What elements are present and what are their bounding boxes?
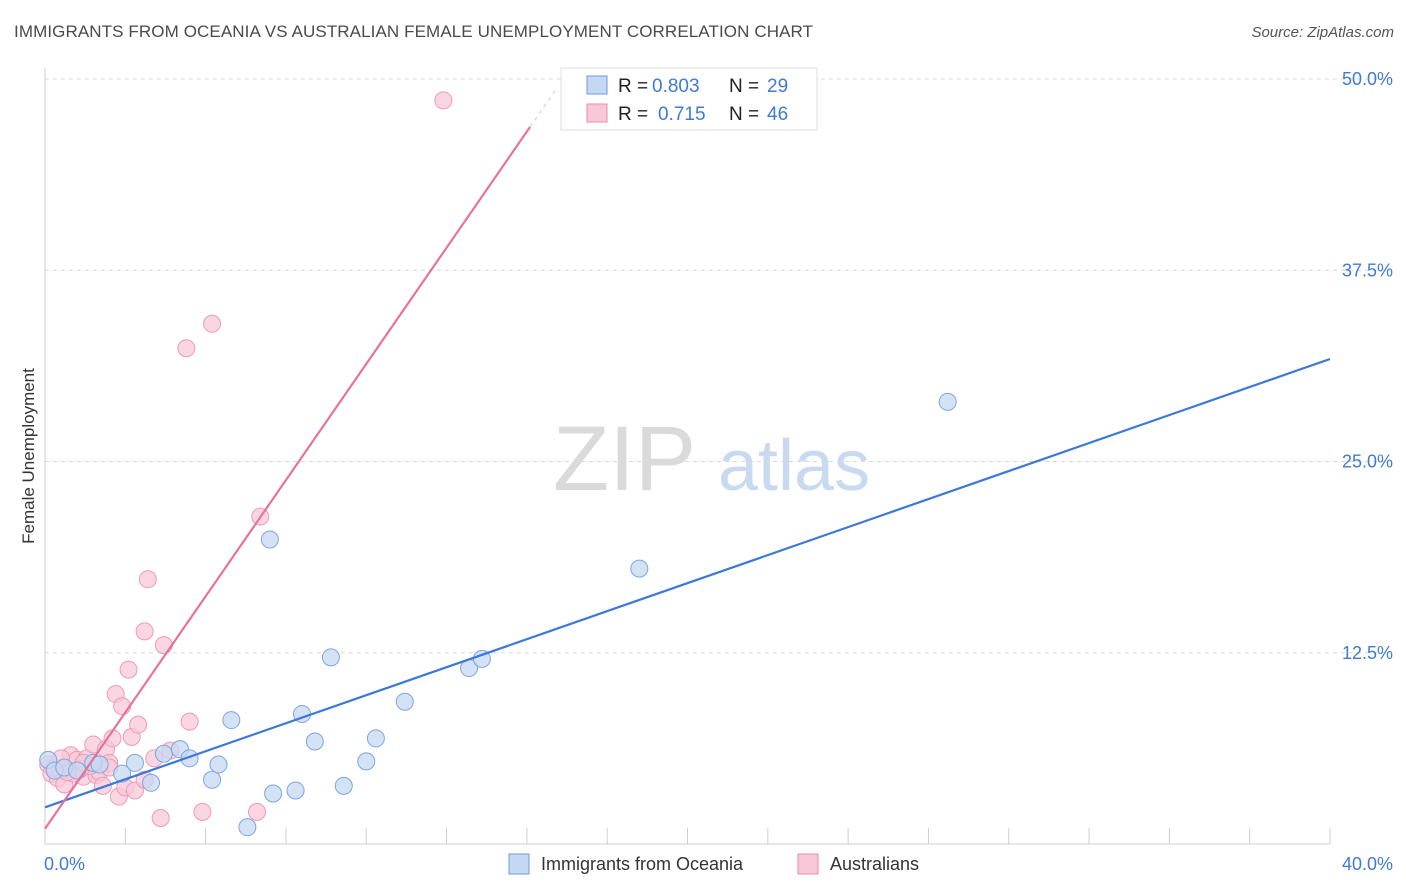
oceania-point — [68, 761, 87, 780]
oceania-point — [938, 392, 957, 411]
oceania-point — [154, 744, 173, 763]
australians-point — [154, 636, 173, 655]
oceania-point — [125, 753, 144, 772]
oceania-point — [203, 770, 222, 789]
x-tick-label: 40.0% — [1342, 854, 1393, 874]
australians-point — [180, 712, 199, 731]
legend-australians-label: Australians — [830, 854, 919, 874]
stats-pink-swatch — [586, 103, 608, 123]
oceania-point — [90, 755, 109, 774]
oceania-point — [321, 648, 340, 667]
oceania-point — [180, 749, 199, 768]
australians-point — [93, 776, 112, 795]
australians-point — [151, 808, 170, 827]
y-tick-label: 50.0% — [1342, 69, 1393, 89]
stats-blue-n-label: N = — [729, 76, 759, 97]
australians-point — [129, 715, 148, 734]
oceania-point — [366, 729, 385, 748]
stats-pink-n-value: 46 — [767, 104, 788, 125]
stats-blue-r-value: 0.803 — [652, 76, 700, 97]
oceania-point — [334, 776, 353, 795]
gridlines — [45, 78, 1390, 654]
oceania-point — [222, 711, 241, 730]
watermark-atlas: atlas — [718, 426, 870, 506]
australians-point — [248, 802, 267, 821]
stats-pink-r-label: R = — [618, 104, 648, 125]
y-tick-labels: 12.5% 25.0% 37.5% 50.0% — [1342, 69, 1393, 663]
source-label: Source: ZipAtlas.com — [1251, 24, 1394, 41]
australians-points — [39, 91, 453, 827]
legend: Immigrants from Oceania Australians — [508, 853, 919, 875]
australians-trendline — [44, 126, 531, 830]
oceania-trendline — [44, 357, 1331, 809]
legend-australians-swatch — [797, 853, 819, 875]
y-axis-title: Female Unemployment — [19, 368, 38, 544]
oceania-point — [630, 559, 649, 578]
oceania-point — [238, 818, 257, 837]
australians-point — [193, 802, 212, 821]
oceania-point — [264, 784, 283, 803]
stats-pink-n-label: N = — [729, 104, 759, 125]
stats-box: R = 0.803 N = 29 R = 0.715 N = 46 — [560, 67, 818, 131]
oceania-point — [305, 732, 324, 751]
x-tick-labels: 0.0% 40.0% — [44, 854, 1393, 874]
oceania-points — [39, 392, 957, 837]
stats-pink-r-value: 0.715 — [658, 104, 706, 125]
australians-point — [119, 660, 138, 679]
oceania-point — [260, 530, 279, 549]
x-axis-ticks — [124, 828, 1331, 844]
legend-oceania-swatch — [508, 853, 530, 875]
stats-blue-n-value: 29 — [767, 76, 788, 97]
y-tick-label: 25.0% — [1342, 452, 1393, 472]
oceania-point — [286, 781, 305, 800]
y-tick-label: 12.5% — [1342, 643, 1393, 663]
stats-blue-swatch — [586, 75, 608, 95]
watermark-zip: ZIP — [553, 408, 696, 510]
oceania-point — [395, 692, 414, 711]
australians-point — [177, 339, 196, 358]
australians-point — [138, 570, 157, 589]
oceania-point — [142, 773, 161, 792]
australians-trendline-extension — [529, 89, 557, 128]
chart-title: IMMIGRANTS FROM OCEANIA VS AUSTRALIAN FE… — [14, 22, 814, 41]
australians-point — [135, 622, 154, 641]
y-tick-label: 37.5% — [1342, 260, 1393, 280]
trendlines — [44, 89, 1331, 830]
stats-blue-r-label: R = — [618, 76, 648, 97]
oceania-point — [209, 755, 228, 774]
australians-point — [203, 314, 222, 333]
legend-oceania-label: Immigrants from Oceania — [541, 854, 744, 874]
x-tick-label: 0.0% — [44, 854, 85, 874]
oceania-point — [357, 752, 376, 771]
australians-point — [434, 91, 453, 110]
australians-point — [113, 697, 132, 716]
